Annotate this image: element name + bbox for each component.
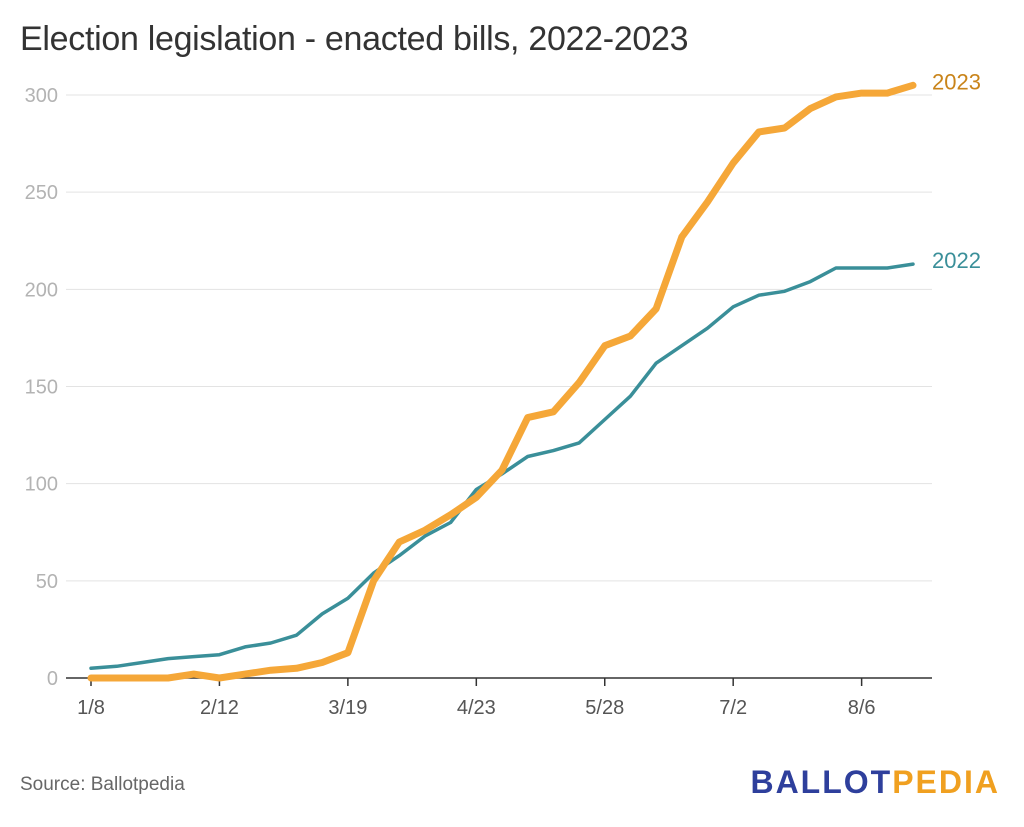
y-tick-150: 150 bbox=[25, 377, 58, 399]
y-tick-labels: 0 50 100 150 200 250 300 bbox=[25, 85, 58, 690]
logo-part-ballot: BALLOT bbox=[750, 764, 893, 800]
x-tick-label: 8/6 bbox=[848, 697, 876, 719]
series-labels: 2023 2022 bbox=[932, 69, 981, 273]
ballotpedia-logo: BALLOTPEDIA bbox=[750, 764, 1000, 801]
line-chart: 0 50 100 150 200 250 300 1/8 2/12 3/19 4/23 5/28 7/… bbox=[25, 69, 981, 719]
logo-part-pedia: PEDIA bbox=[892, 764, 1000, 800]
series-label-2022: 2022 bbox=[932, 248, 981, 273]
series-lines bbox=[87, 81, 917, 682]
y-tick-300: 300 bbox=[25, 85, 58, 107]
gridlines bbox=[66, 94, 932, 582]
x-tick-label: 5/28 bbox=[585, 697, 624, 719]
chart-title: Election legislation - enacted bills, 20… bbox=[20, 20, 689, 58]
y-tick-250: 250 bbox=[25, 182, 58, 204]
x-axis: 1/8 2/12 3/19 4/23 5/28 7/2 8/6 bbox=[66, 677, 932, 719]
source-note: Source: Ballotpedia bbox=[20, 774, 185, 795]
y-tick-200: 200 bbox=[25, 279, 58, 301]
series-label-2023: 2023 bbox=[932, 69, 981, 94]
x-tick-label: 2/12 bbox=[200, 697, 239, 719]
y-tick-0: 0 bbox=[47, 668, 58, 690]
y-tick-100: 100 bbox=[25, 474, 58, 496]
x-tick-label: 4/23 bbox=[457, 697, 496, 719]
series-line-2023 bbox=[87, 81, 917, 682]
x-tick-label: 7/2 bbox=[719, 697, 747, 719]
y-tick-50: 50 bbox=[36, 571, 58, 593]
x-tick-label: 1/8 bbox=[77, 697, 105, 719]
x-tick-label: 3/19 bbox=[328, 697, 367, 719]
